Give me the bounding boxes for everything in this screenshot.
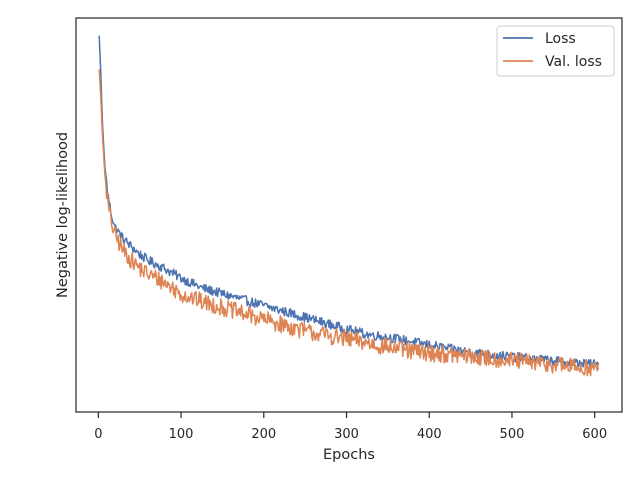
x-tick-label: 0 — [94, 427, 102, 442]
x-tick-label: 500 — [500, 427, 525, 442]
x-tick-label: 400 — [417, 427, 442, 442]
series-line-loss — [98, 35, 599, 370]
x-tick-label: 300 — [334, 427, 359, 442]
x-tick-label: 600 — [582, 427, 607, 442]
plot-frame — [75, 17, 623, 413]
series-line-val-loss — [98, 69, 600, 377]
legend: Loss Val. loss — [496, 25, 615, 77]
legend-label-val-loss: Val. loss — [545, 54, 602, 70]
series-layer — [98, 35, 600, 377]
y-axis-label: Negative log-likelihood — [55, 132, 71, 298]
x-tick-label: 200 — [251, 427, 276, 442]
x-axis: 0 100 200 300 400 500 600 — [94, 412, 607, 442]
x-axis-label: Epochs — [323, 447, 375, 463]
x-tick-label: 100 — [169, 427, 194, 442]
plot-background — [76, 18, 622, 412]
legend-label-loss: Loss — [545, 31, 576, 47]
